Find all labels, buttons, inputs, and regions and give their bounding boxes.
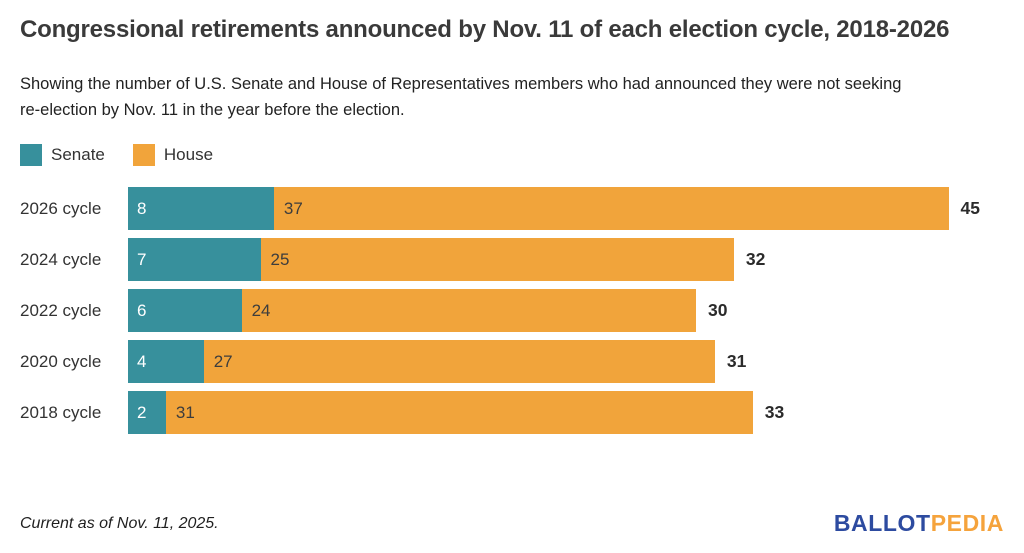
house-color-swatch [132,144,155,167]
logo-ballot-text: BALLOT [833,510,931,536]
row-label: 2018 cycle [20,402,102,422]
row-label: 2024 cycle [20,249,102,269]
legend-item-senate: Senate [20,144,105,167]
bar-track: 2 31 33 [128,391,980,435]
house-bar-segment: 25 [260,238,734,282]
senate-bar-segment: 2 [128,391,166,435]
row-label: 2022 cycle [20,300,102,320]
logo-pedia-text: PEDIA [930,510,1004,536]
senate-bar-segment: 6 [128,289,242,333]
row-label: 2020 cycle [20,351,102,371]
senate-value-label: 6 [137,300,147,320]
chart-row-2024: 2024 cycle 7 25 32 [20,238,1004,282]
house-bar-segment: 37 [273,187,949,231]
legend: Senate House [20,144,1004,167]
house-value-label: 31 [175,402,195,422]
row-label: 2026 cycle [20,198,102,218]
house-value-label: 37 [283,198,303,218]
chart-row-2020: 2020 cycle 4 27 31 [20,340,1004,384]
senate-value-label: 7 [137,249,147,269]
total-value-label: 32 [745,249,766,270]
chart-row-2018: 2018 cycle 2 31 33 [20,391,1004,435]
current-as-of-note: Current as of Nov. 11, 2025. [20,514,219,532]
stacked-bar-chart: 2026 cycle 8 37 45 2024 cycle 7 25 [20,187,1004,435]
senate-bar-segment: 8 [128,187,274,231]
senate-bar-segment: 7 [128,238,261,282]
legend-label-senate: Senate [51,145,105,165]
bar-track: 4 27 31 [128,340,980,384]
senate-value-label: 8 [137,198,147,218]
chart-subtitle: Showing the number of U.S. Senate and Ho… [20,75,902,120]
senate-bar-segment: 4 [128,340,204,384]
bar-track: 6 24 30 [128,289,980,333]
house-value-label: 27 [213,351,233,371]
house-bar-segment: 31 [165,391,753,435]
chart-title: Congressional retirements announced by N… [20,16,950,43]
footer: Current as of Nov. 11, 2025. BALLOTPEDIA [20,512,1004,537]
senate-color-swatch [20,144,42,167]
bar-track: 8 37 45 [128,187,980,231]
chart-row-2022: 2022 cycle 6 24 30 [20,289,1004,333]
house-value-label: 24 [251,300,271,320]
senate-value-label: 4 [137,351,147,371]
total-value-label: 33 [764,402,785,423]
house-bar-segment: 27 [203,340,715,384]
bar-track: 7 25 32 [128,238,980,282]
total-value-label: 31 [726,351,747,372]
house-value-label: 25 [270,249,290,269]
total-value-label: 45 [960,198,980,219]
senate-value-label: 2 [137,402,147,422]
total-value-label: 30 [707,300,728,321]
legend-item-house: House [132,144,214,167]
legend-label-house: House [163,145,214,165]
chart-row-2026: 2026 cycle 8 37 45 [20,187,1004,231]
house-bar-segment: 24 [241,289,696,333]
ballotpedia-logo: BALLOTPEDIA [834,512,1004,535]
